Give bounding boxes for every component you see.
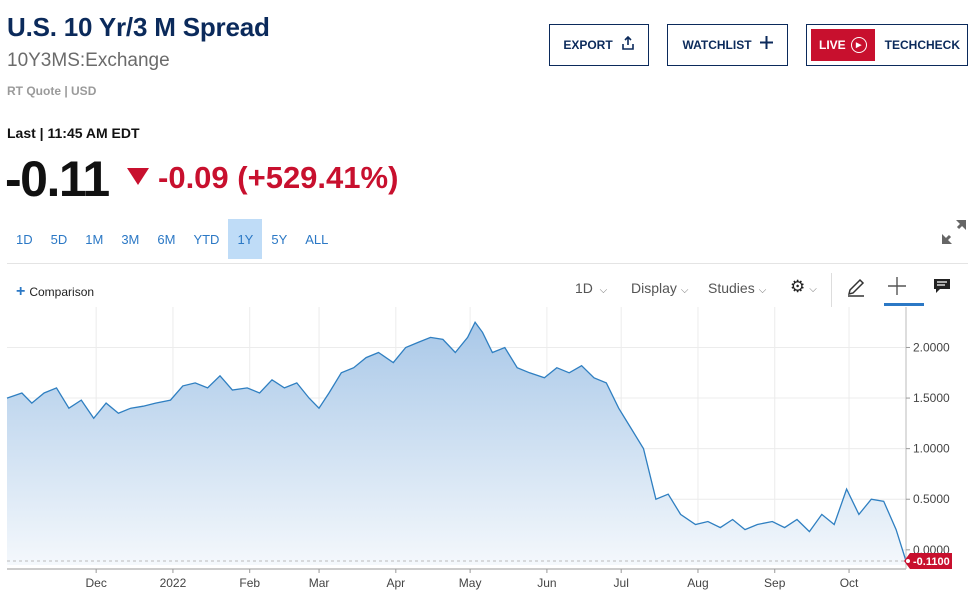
x-tick-label: Mar: [309, 576, 330, 590]
x-tick-label: Oct: [840, 576, 859, 590]
x-tick-label: Jun: [537, 576, 556, 590]
share-icon: [621, 35, 635, 55]
page-title: U.S. 10 Yr/3 M Spread: [7, 12, 270, 42]
range-5d[interactable]: 5D: [50, 231, 68, 247]
series-area: [7, 322, 906, 565]
studies-dropdown[interactable]: Studies ⌵: [708, 280, 766, 296]
plus-icon: [759, 36, 773, 54]
symbol-label: 10Y3MS:Exchange: [7, 50, 170, 71]
studies-label: Studies: [708, 280, 755, 296]
range-all[interactable]: ALL: [305, 231, 329, 247]
x-tick-label: May: [459, 576, 482, 590]
comment-icon[interactable]: [932, 277, 952, 295]
gear-icon: ⚙: [790, 277, 806, 296]
range-ytd[interactable]: YTD: [193, 231, 220, 247]
last-value-label: -0.1100: [913, 556, 950, 568]
y-tick-label: 0.5000: [913, 492, 950, 506]
play-icon: ▶: [850, 37, 867, 53]
range-1d[interactable]: 1D: [16, 231, 33, 247]
x-tick-label: Dec: [85, 576, 106, 590]
display-dropdown[interactable]: Display ⌵: [631, 280, 689, 296]
techcheck-live-button[interactable]: LIVE ▶ TECHCHECK: [806, 24, 968, 66]
last-value-tag: [904, 552, 952, 569]
x-tick-label: Aug: [687, 576, 708, 590]
down-arrow-icon: [127, 168, 149, 185]
live-badge: LIVE ▶: [811, 29, 875, 61]
toolbar-divider: [831, 273, 832, 307]
chevron-down-icon: ⌵: [809, 284, 817, 295]
watchlist-label: WATCHLIST: [682, 38, 752, 52]
range-selector: 1D 5D 1M 3M 6M YTD 1Y 5Y ALL: [7, 219, 337, 259]
watchlist-button[interactable]: WATCHLIST: [667, 24, 788, 66]
interval-label: 1D: [575, 280, 593, 296]
interval-dropdown[interactable]: 1D ⌵: [575, 280, 607, 296]
y-tick-label: 2.0000: [913, 340, 950, 354]
price-change: -0.09 (+529.41%): [158, 160, 399, 195]
divider: [7, 263, 968, 264]
x-tick-label: Sep: [764, 576, 786, 590]
quote-meta: RT Quote | USD: [7, 84, 97, 98]
range-3m[interactable]: 3M: [121, 231, 140, 247]
range-1m[interactable]: 1M: [85, 231, 104, 247]
last-trade-time: Last | 11:45 AM EDT: [7, 125, 140, 141]
chevron-down-icon: ⌵: [680, 285, 689, 296]
x-tick-label: Feb: [239, 576, 260, 590]
techcheck-label: TECHCHECK: [884, 38, 961, 52]
range-1y[interactable]: 1Y: [228, 219, 263, 259]
series-line: [6, 320, 907, 562]
live-label: LIVE: [819, 38, 846, 52]
chevron-down-icon: ⌵: [596, 285, 608, 296]
display-label: Display: [631, 280, 677, 296]
chevron-down-icon: ⌵: [758, 285, 767, 296]
x-tick-label: Apr: [386, 576, 405, 590]
y-tick-label: 1.0000: [913, 442, 950, 456]
settings-dropdown[interactable]: ⚙ ⌵: [790, 277, 817, 297]
y-tick-label: 1.5000: [913, 391, 950, 405]
range-5y[interactable]: 5Y: [271, 231, 288, 247]
export-button[interactable]: EXPORT: [549, 24, 649, 66]
comparison-label: Comparison: [29, 285, 95, 299]
crosshair-active-indicator: [884, 303, 924, 306]
plus-icon: +: [16, 283, 26, 300]
comparison-button[interactable]: + Comparison: [16, 283, 94, 301]
x-tick-label: 2022: [160, 576, 187, 590]
range-6m[interactable]: 6M: [157, 231, 176, 247]
last-value-dot: [906, 558, 910, 563]
pencil-icon[interactable]: [845, 276, 867, 298]
x-tick-label: Jul: [614, 576, 629, 590]
last-price: -0.11: [5, 151, 110, 207]
crosshair-icon[interactable]: [885, 274, 909, 298]
expand-icon[interactable]: [940, 218, 968, 246]
export-label: EXPORT: [563, 38, 613, 52]
